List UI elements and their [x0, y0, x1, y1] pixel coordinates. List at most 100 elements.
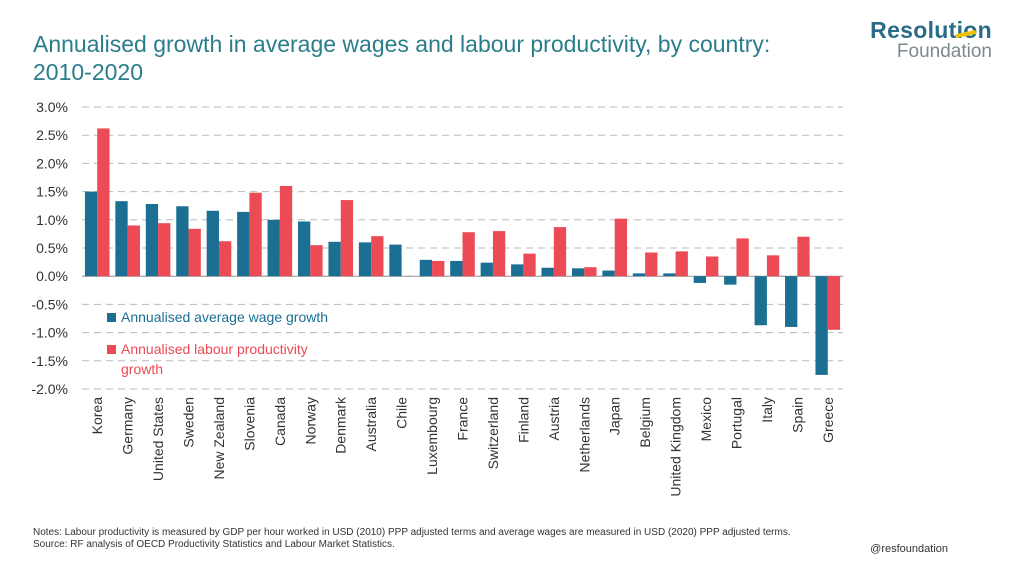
wage-growth-bar	[571, 268, 585, 277]
y-tick-label: 1.0%	[36, 212, 68, 228]
x-tick-label: Norway	[302, 397, 318, 444]
y-tick-label: 2.5%	[36, 127, 68, 143]
x-tick-label: Luxembourg	[424, 397, 440, 475]
wage-growth-bar	[176, 206, 189, 277]
x-tick-label: Greece	[820, 397, 836, 443]
productivity-growth-bar	[188, 228, 201, 277]
productivity-growth-bar	[310, 245, 323, 277]
source-text: Source: RF analysis of OECD Productivity…	[33, 539, 395, 550]
y-tick-label: -1.0%	[31, 325, 68, 341]
chart-title: Annualised growth in average wages and l…	[33, 31, 771, 85]
x-tick-label: Australia	[363, 397, 379, 452]
wage-growth-bar	[389, 244, 402, 277]
wage-growth-bar	[145, 204, 159, 277]
x-tick-label: France	[455, 397, 471, 441]
x-tick-label: New Zealand	[211, 397, 227, 480]
x-tick-label: United States	[150, 397, 166, 481]
x-tick-label: Canada	[272, 397, 288, 446]
legend-swatch-wage	[107, 313, 116, 322]
x-tick-label: Austria	[546, 397, 562, 441]
wage-growth-bar	[480, 262, 493, 277]
legend: Annualised average wage growth Annualise…	[107, 309, 328, 377]
productivity-growth-bar	[218, 241, 232, 277]
x-tick-label: Spain	[789, 397, 805, 433]
y-tick-label: -2.0%	[31, 381, 68, 397]
wage-growth-bar	[328, 241, 341, 277]
wage-growth-bar	[754, 276, 767, 326]
logo-line-2: Foundation	[896, 41, 992, 62]
y-tick-label: 2.0%	[36, 155, 68, 171]
productivity-growth-bar	[279, 185, 293, 277]
wage-growth-bar	[115, 201, 128, 277]
twitter-handle: @resfoundation	[870, 543, 948, 555]
y-tick-label: -1.5%	[31, 353, 68, 369]
x-tick-label: Italy	[759, 397, 775, 423]
productivity-growth-bar	[645, 252, 658, 277]
productivity-growth-bar	[766, 255, 780, 277]
x-tick-label: Chile	[394, 397, 410, 429]
x-tick-label: Netherlands	[576, 397, 592, 473]
productivity-growth-bar	[371, 236, 384, 277]
productivity-growth-bar	[492, 231, 506, 277]
x-tick-label: Germany	[120, 397, 136, 455]
wage-growth-bar	[602, 270, 615, 277]
wage-growth-bar	[785, 276, 798, 327]
wage-growth-bar	[450, 260, 463, 277]
y-tick-label: 1.5%	[36, 184, 68, 200]
wage-growth-bar	[267, 219, 280, 277]
resolution-foundation-logo: Resolution Foundation	[870, 18, 992, 62]
productivity-growth-bar	[158, 223, 171, 277]
x-tick-label: Japan	[607, 397, 623, 435]
legend-label-wage: Annualised average wage growth	[121, 309, 328, 325]
wage-growth-bar	[206, 210, 219, 277]
productivity-growth-bar	[706, 256, 719, 277]
wage-growth-bar	[511, 264, 524, 277]
chart-notes: Notes: Labour productivity is measured b…	[33, 527, 791, 551]
productivity-growth-bar	[340, 200, 354, 277]
y-tick-label: 3.0%	[36, 99, 68, 115]
wage-growth-bar	[237, 211, 250, 277]
x-axis-tick-labels: Korea Germany United States Sweden New Zeala…	[89, 396, 836, 497]
productivity-growth-bar	[736, 238, 749, 277]
bar-chart: 3.0% 2.5% 2.0% 1.5% 1.0% 0.5% 0.0% -0.5% -1.0% -1…	[31, 99, 843, 497]
wage-growth-bar	[298, 221, 311, 277]
productivity-growth-bar	[584, 267, 597, 277]
x-tick-label: Switzerland	[485, 397, 501, 469]
x-tick-label: Korea	[89, 397, 105, 435]
y-tick-label: -0.5%	[31, 296, 68, 312]
wage-growth-bar	[632, 273, 646, 277]
x-tick-label: Sweden	[181, 397, 197, 448]
productivity-growth-bar	[614, 218, 627, 277]
notes-text: Notes: Labour productivity is measured b…	[33, 527, 791, 538]
wage-growth-bar	[358, 242, 372, 277]
wage-growth-bar	[541, 267, 554, 277]
productivity-growth-bar	[462, 232, 475, 277]
y-tick-label: 0.5%	[36, 240, 68, 256]
productivity-growth-bar	[675, 251, 688, 277]
productivity-growth-bar	[827, 276, 841, 330]
y-tick-label: 0.0%	[36, 268, 68, 284]
x-tick-label: Mexico	[698, 397, 714, 442]
x-tick-label: Denmark	[333, 396, 349, 454]
wage-growth-bar	[724, 276, 737, 285]
bars	[84, 128, 841, 375]
x-tick-label: Finland	[515, 397, 531, 443]
legend-swatch-productivity	[107, 345, 116, 354]
productivity-growth-bar	[127, 225, 140, 277]
productivity-growth-bar	[97, 128, 110, 277]
productivity-growth-bar	[797, 236, 810, 277]
y-axis-tick-labels: 3.0% 2.5% 2.0% 1.5% 1.0% 0.5% 0.0% -0.5% -1.0% -1…	[31, 99, 68, 397]
x-tick-label: Belgium	[637, 397, 653, 448]
x-tick-label: Portugal	[728, 397, 744, 449]
wage-growth-bar	[84, 191, 98, 277]
x-tick-label: United Kingdom	[668, 397, 684, 497]
x-tick-label: Slovenia	[241, 397, 257, 451]
wage-growth-bar	[663, 273, 676, 277]
productivity-growth-bar	[432, 260, 445, 277]
wage-growth-bar	[693, 276, 707, 283]
productivity-growth-bar	[553, 227, 567, 277]
wage-growth-bar	[815, 276, 828, 375]
wage-growth-bar	[419, 259, 433, 277]
productivity-growth-bar	[249, 192, 262, 277]
productivity-growth-bar	[523, 253, 536, 277]
